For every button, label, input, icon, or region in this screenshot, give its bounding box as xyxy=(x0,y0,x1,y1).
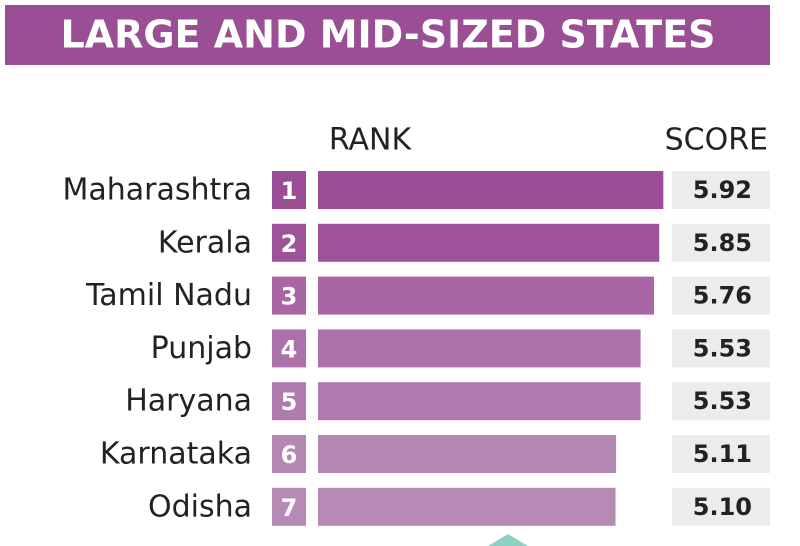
category-label: Haryana xyxy=(125,384,252,419)
rank-box xyxy=(272,382,306,421)
value-label: 5.53 xyxy=(693,334,752,362)
rank-box xyxy=(272,329,306,368)
value-box xyxy=(672,223,770,262)
rank-box xyxy=(272,223,306,262)
category-label: Punjab xyxy=(151,331,252,366)
score-header: SCORE xyxy=(665,123,768,158)
value-box xyxy=(672,435,770,473)
rank-box xyxy=(272,435,306,473)
value-label: 5.53 xyxy=(693,387,752,415)
bar xyxy=(318,435,617,473)
rank-box xyxy=(272,487,306,526)
rank-label: 2 xyxy=(281,230,298,258)
category-label: Tamil Nadu xyxy=(85,278,252,313)
value-label: 5.10 xyxy=(693,493,752,521)
bar xyxy=(318,223,660,262)
category-label: Maharashtra xyxy=(62,173,252,208)
decoration xyxy=(488,534,528,546)
chart-title: LARGE AND MID-SIZED STATES xyxy=(60,13,715,57)
value-label: 5.11 xyxy=(693,440,752,468)
value-box xyxy=(672,329,770,368)
rank-label: 3 xyxy=(281,283,298,311)
value-label: 5.92 xyxy=(693,176,752,204)
category-label: Karnataka xyxy=(100,437,252,472)
rank-label: 4 xyxy=(281,335,298,363)
title-background xyxy=(5,5,770,65)
rank-label: 1 xyxy=(281,177,298,205)
bar xyxy=(318,487,616,526)
bar xyxy=(318,382,641,421)
value-label: 5.76 xyxy=(693,282,752,310)
value-box xyxy=(672,276,770,315)
category-label: Odisha xyxy=(148,489,252,524)
rank-header: RANK xyxy=(329,123,413,158)
rank-label: 5 xyxy=(281,388,298,416)
value-box xyxy=(672,487,770,526)
category-label: Kerala xyxy=(158,225,252,260)
rank-box xyxy=(272,276,306,315)
bar xyxy=(318,329,641,368)
bar xyxy=(318,276,654,315)
value-box xyxy=(672,382,770,421)
bar xyxy=(318,171,664,209)
value-label: 5.85 xyxy=(693,229,752,257)
value-box xyxy=(672,171,770,209)
rank-label: 7 xyxy=(281,494,298,522)
rank-box xyxy=(272,171,306,209)
rank-label: 6 xyxy=(281,441,298,469)
